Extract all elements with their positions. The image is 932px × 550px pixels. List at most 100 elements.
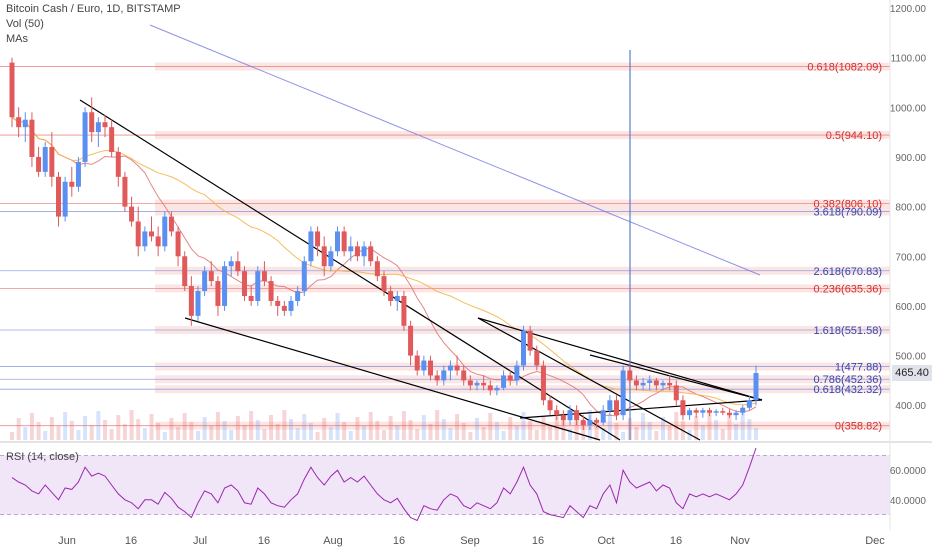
- volume-bar: [262, 429, 267, 440]
- x-tick-label: 16: [393, 535, 405, 547]
- candle-body: [36, 156, 42, 172]
- volume-bar: [641, 413, 646, 440]
- y-tick-label: 900.00: [895, 153, 926, 164]
- current-price-badge: 465.40: [892, 364, 932, 381]
- candle-body: [693, 410, 699, 413]
- volume-bar: [222, 421, 227, 440]
- candle-body: [481, 382, 487, 386]
- x-tick-label: Aug: [323, 535, 343, 547]
- x-tick-label: 16: [258, 535, 270, 547]
- volume-bar: [109, 429, 114, 440]
- volume-bar: [561, 420, 566, 440]
- fib-label: 0.382(806.10): [814, 199, 883, 211]
- price-axis: 400.00 500.00 600.00 700.00 800.00 900.00 1000…: [890, 4, 927, 412]
- volume-bars: [10, 410, 758, 440]
- moving-average-line: [11, 116, 757, 406]
- fib-label: 3.618(790.09): [814, 207, 883, 219]
- volume-bar: [96, 411, 101, 440]
- candle-body: [129, 206, 135, 222]
- candle-body: [594, 420, 600, 423]
- volume-bar: [694, 416, 699, 440]
- candle-body: [368, 246, 374, 262]
- candle-body: [554, 410, 560, 416]
- rsi-line: [11, 447, 757, 522]
- volume-bar: [700, 425, 705, 440]
- candle-body: [348, 246, 354, 252]
- trend-line: [589, 354, 763, 401]
- candle-body: [288, 300, 294, 311]
- candle-body: [687, 410, 693, 416]
- volume-bar: [740, 410, 745, 440]
- volume-bar: [76, 430, 81, 440]
- volume-bar: [594, 419, 599, 440]
- volume-bar: [189, 422, 194, 440]
- rsi-panel-plot: 40.0000 60.0000: [0, 447, 926, 522]
- volume-bar: [149, 414, 154, 440]
- candle-body: [640, 382, 646, 386]
- volume-bar: [468, 432, 473, 440]
- candle-body: [421, 360, 427, 371]
- volume-bar: [388, 416, 393, 440]
- volume-bar: [16, 418, 21, 440]
- candle-body: [182, 256, 188, 287]
- candle-body: [700, 410, 706, 413]
- candle-body: [388, 291, 394, 301]
- candle-body: [188, 286, 194, 316]
- candle-body: [89, 112, 95, 133]
- volume-bar: [687, 430, 692, 440]
- candle-body: [122, 176, 128, 207]
- volume-bar: [481, 427, 486, 440]
- volume-bar: [342, 422, 347, 440]
- volume-bar: [621, 432, 626, 440]
- volume-bar: [667, 426, 672, 440]
- volume-bar: [235, 416, 240, 440]
- y-tick-label: 400.00: [895, 401, 926, 412]
- candle-body: [328, 251, 334, 267]
- volume-bar: [528, 421, 533, 440]
- volume-bar: [707, 411, 712, 440]
- x-tick-label: 16: [670, 535, 682, 547]
- candle-body: [29, 119, 35, 157]
- candle-body: [474, 382, 480, 386]
- volume-bar: [654, 431, 659, 440]
- volume-bar: [69, 421, 74, 440]
- candle-body: [580, 420, 586, 426]
- volume-bar: [49, 417, 54, 440]
- candle-body: [740, 407, 746, 413]
- fib-label: 1(477.88): [835, 362, 882, 374]
- volume-bar: [182, 413, 187, 440]
- volume-bar: [362, 426, 367, 440]
- candle-body: [653, 380, 659, 386]
- candle-body: [600, 410, 606, 423]
- volume-bar: [747, 419, 752, 440]
- volume-bar: [209, 426, 214, 440]
- candle-body: [540, 365, 546, 401]
- volume-bar: [634, 427, 639, 440]
- volume-bar: [315, 432, 320, 440]
- candle-body: [222, 266, 228, 306]
- candle-body: [454, 365, 460, 371]
- volume-bar: [428, 424, 433, 440]
- volume-bar: [435, 410, 440, 440]
- candle-body: [587, 420, 593, 426]
- volume-bar: [375, 421, 380, 440]
- volume-bar: [727, 415, 732, 440]
- candle-body: [501, 375, 507, 388]
- volume-bar: [242, 425, 247, 440]
- moving-average-line: [149, 24, 761, 276]
- volume-bar: [455, 414, 460, 440]
- volume-bar: [169, 418, 174, 440]
- candle-body: [707, 410, 712, 413]
- candle-body: [447, 365, 453, 371]
- volume-bar: [647, 422, 652, 440]
- volume-bar: [401, 411, 406, 440]
- volume-bar: [269, 415, 274, 440]
- candle-body: [335, 231, 340, 252]
- volume-bar: [534, 430, 539, 440]
- volume-bar: [368, 412, 373, 440]
- fib-label: 0.236(635.36): [814, 283, 883, 295]
- candle-body: [680, 400, 686, 416]
- volume-bar: [103, 420, 107, 440]
- candle-body: [354, 246, 360, 257]
